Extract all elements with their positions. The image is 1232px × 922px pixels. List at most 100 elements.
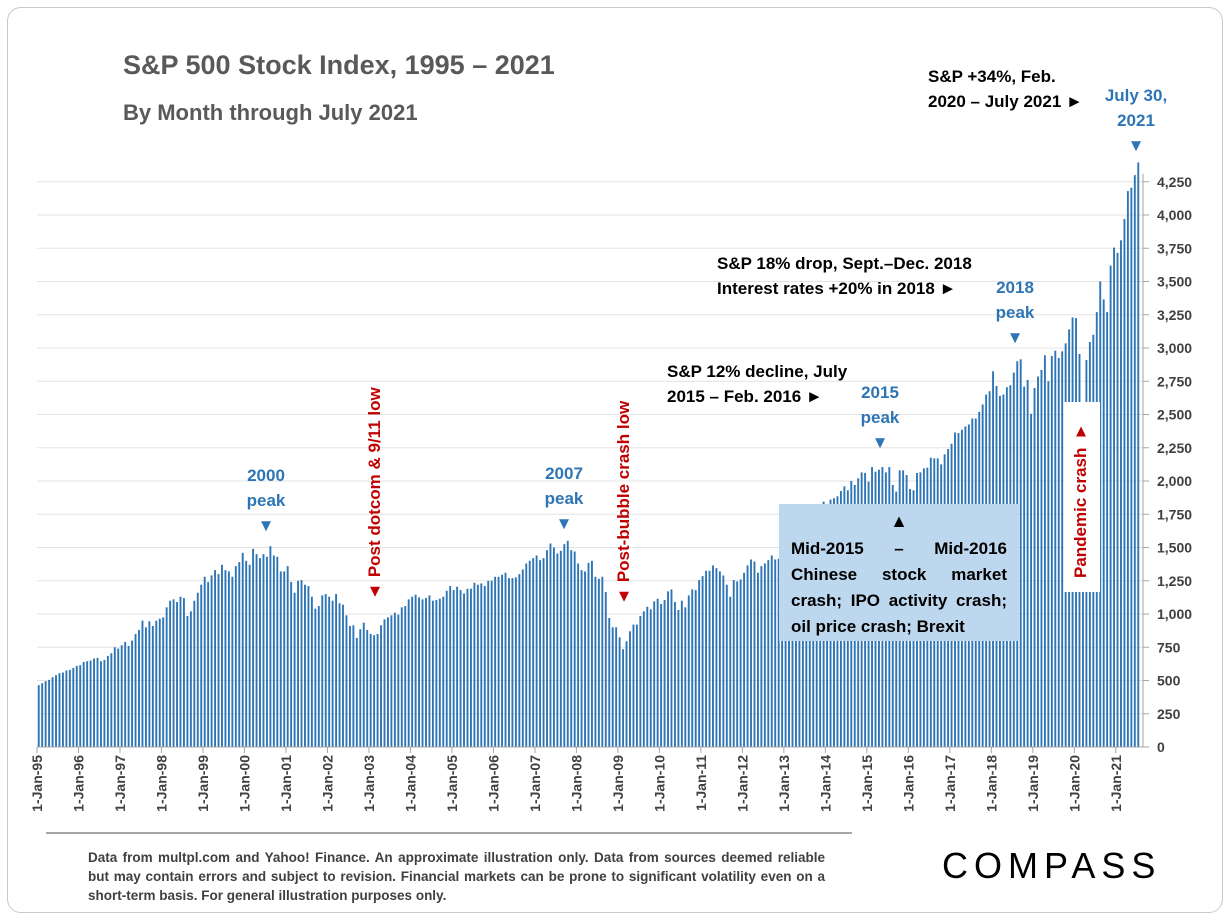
drop-2018-line-2: Interest rates +20% in 2018 ►: [717, 279, 957, 298]
bar: [1102, 299, 1105, 747]
axes: 0 250 500 750 1,000 1,250 1,500 1,750 2,000 2,250…: [29, 173, 1192, 812]
bar: [539, 560, 542, 747]
bar: [279, 571, 282, 747]
bar: [532, 558, 535, 747]
bar: [1126, 191, 1129, 747]
bar: [86, 661, 89, 748]
bar: [362, 622, 365, 747]
bar: [680, 600, 683, 747]
bar: [456, 586, 459, 748]
bar: [120, 645, 123, 747]
bar: [635, 624, 638, 747]
bar: [286, 566, 289, 747]
bar: [252, 548, 255, 747]
x-tick-label: 1-Jan-03: [361, 755, 377, 812]
bar: [376, 633, 379, 747]
bar: [431, 600, 434, 747]
x-tick-label: 1-Jan-00: [236, 755, 252, 812]
bar: [262, 554, 265, 747]
bar: [445, 590, 448, 748]
bar: [642, 611, 645, 747]
x-tick-label: 1-Jan-01: [278, 755, 294, 812]
bar: [387, 617, 389, 748]
bar: [739, 579, 742, 747]
bar: [352, 625, 355, 747]
bar: [632, 624, 635, 747]
down-triangle-icon: ▼: [1127, 136, 1145, 155]
bar: [158, 618, 161, 747]
bar: [314, 608, 317, 747]
bar: [788, 545, 790, 747]
bar: [649, 609, 652, 748]
peak-2007-line-1: 2007: [545, 464, 583, 483]
bar: [691, 589, 694, 747]
bar: [718, 571, 721, 747]
bar: [127, 645, 130, 747]
bar: [504, 572, 507, 747]
compass-logo: COMPASS: [942, 845, 1162, 886]
bar: [113, 647, 116, 747]
bar: [594, 576, 597, 747]
bar: [144, 627, 147, 747]
bar: [476, 584, 479, 747]
bar: [722, 575, 725, 747]
bar: [276, 556, 279, 747]
bar: [774, 559, 777, 747]
bar: [65, 670, 68, 747]
bar: [48, 679, 51, 748]
y-tick-label: 4,000: [1157, 207, 1192, 223]
x-tick-label: 1-Jan-95: [29, 755, 45, 812]
bar: [777, 558, 780, 747]
bar: [373, 635, 376, 747]
bar: [760, 566, 763, 747]
y-tick-label: 1,500: [1157, 540, 1192, 556]
bar: [241, 552, 244, 747]
bar: [110, 653, 113, 748]
bar: [200, 584, 203, 747]
bar: [511, 578, 514, 747]
bar: [618, 637, 621, 747]
bar: [1120, 240, 1122, 747]
bar: [189, 611, 192, 747]
bar: [1019, 359, 1022, 747]
x-tick-label: 1-Jan-08: [568, 755, 584, 812]
bar: [563, 544, 566, 747]
bar: [103, 659, 106, 747]
bar: [1133, 175, 1136, 748]
peak-2000-line-1: 2000: [247, 466, 285, 485]
y-tick-label: 500: [1157, 673, 1181, 689]
bar: [1057, 357, 1060, 747]
x-tick-label: 1-Jan-97: [112, 755, 128, 812]
x-tick-label: 1-Jan-17: [942, 755, 958, 812]
bar: [131, 640, 134, 747]
bar: [300, 580, 303, 748]
x-tick-label: 1-Jan-12: [734, 755, 750, 812]
x-tick-label: 1-Jan-14: [817, 755, 833, 812]
decline-2015-note: S&P 12% decline, July 2015 – Feb. 2016 ►: [667, 359, 847, 409]
bar: [96, 657, 99, 747]
july-2021-label: July 30, 2021 ▼: [1096, 83, 1176, 158]
bar: [55, 675, 57, 747]
peak-2007-label: 2007 peak ▼: [534, 461, 594, 536]
bar: [746, 565, 749, 747]
y-tick-label: 3,750: [1157, 240, 1192, 256]
bar: [1023, 386, 1026, 747]
y-tick-label: 3,500: [1157, 274, 1192, 290]
july-2021-line-2: 2021: [1117, 111, 1155, 130]
bar: [449, 586, 452, 747]
bar: [466, 588, 469, 747]
bar: [169, 600, 172, 747]
bar: [283, 571, 286, 747]
chinese-crash-text: Mid-2015 – Mid-2016 Chinese stock market…: [791, 539, 1007, 636]
x-tick-label: 1-Jan-10: [651, 755, 667, 812]
x-tick-label: 1-Jan-07: [527, 755, 543, 812]
bar: [698, 580, 701, 748]
bar: [756, 572, 759, 747]
bar: [210, 575, 213, 747]
bar: [89, 660, 92, 747]
bar: [1106, 312, 1109, 747]
bar: [183, 598, 185, 747]
peak-2015-label: 2015 peak ▼: [850, 380, 910, 455]
bar: [179, 596, 182, 747]
bar: [1033, 387, 1036, 747]
